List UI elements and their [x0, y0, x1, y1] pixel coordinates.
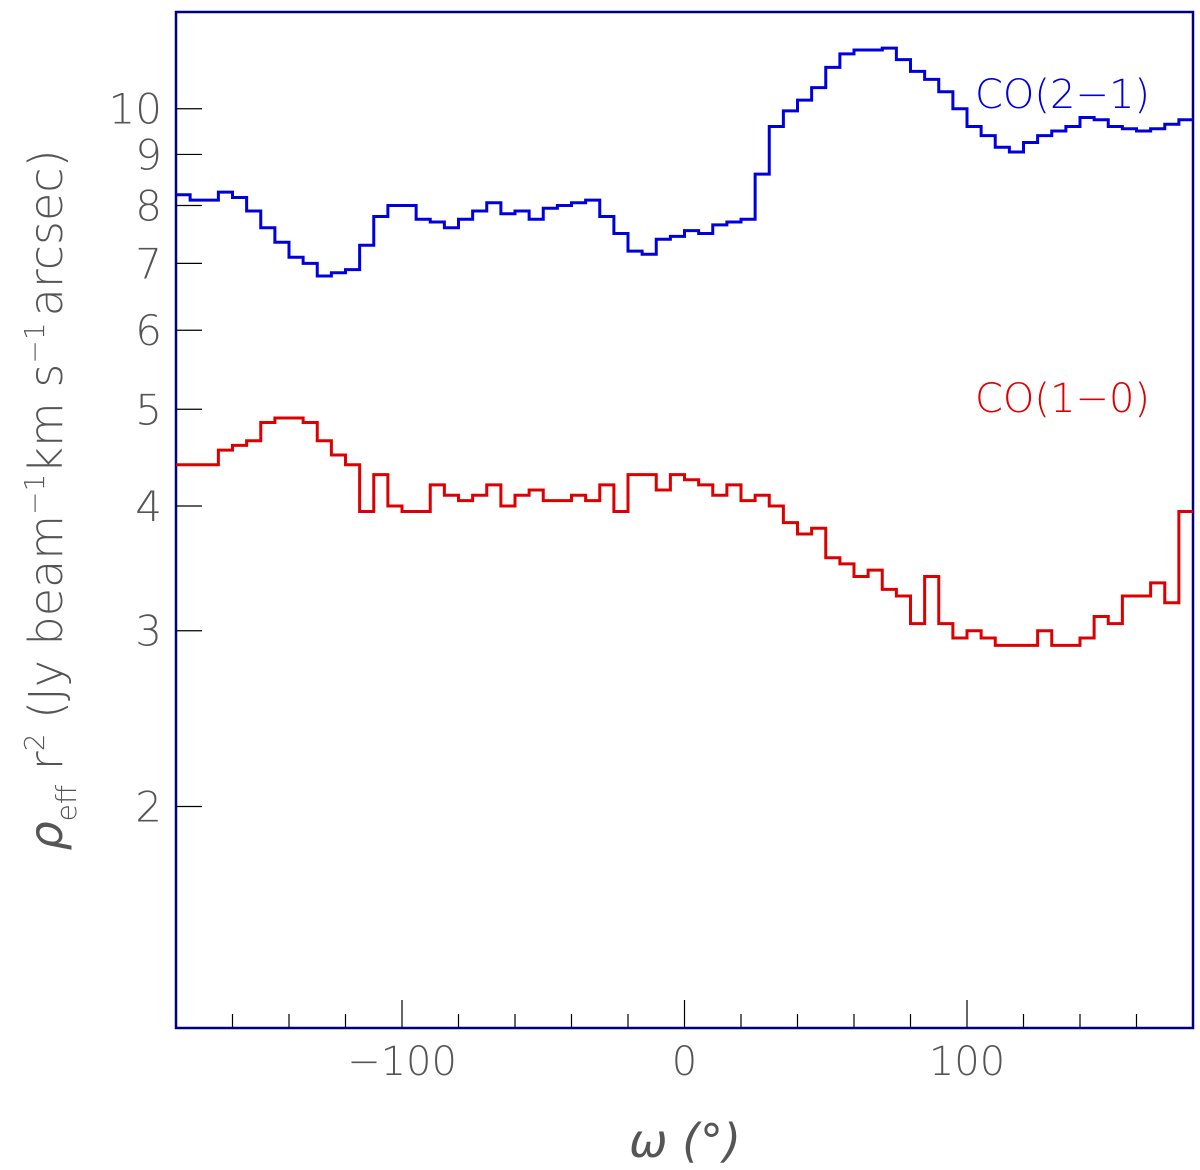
- y-tick-label: 9: [135, 130, 162, 179]
- x-tick-label: 100: [929, 1039, 1005, 1085]
- y-tick-label: 2: [135, 783, 162, 832]
- series-label-co10: CO(1−0): [975, 376, 1150, 422]
- y-axis-title: ρeff r2 (Jy beam−1km s−1arcsec): [18, 149, 83, 850]
- x-axis-title-text: ω (°): [629, 1114, 741, 1168]
- y-tick-label: 5: [135, 385, 162, 434]
- axis-ticks: [176, 108, 1138, 1028]
- series-co21-line: [176, 46, 1193, 278]
- series-layer: [176, 46, 1193, 647]
- y-tick-label: 3: [135, 607, 162, 656]
- y-tick-label: 6: [135, 306, 162, 355]
- series-co10-line: [176, 416, 1193, 647]
- x-axis-title: ω (°): [629, 1114, 741, 1168]
- y-tick-label: 4: [135, 482, 162, 531]
- y-tick-label: 7: [135, 239, 162, 288]
- series-label-co21: CO(2−1): [975, 72, 1150, 118]
- x-tick-label: −100: [347, 1039, 457, 1085]
- plot-frame: [174, 10, 1195, 1030]
- y-tick-label: 10: [109, 85, 162, 134]
- x-tick-label: 0: [672, 1039, 697, 1085]
- y-tick-label: 8: [135, 181, 162, 230]
